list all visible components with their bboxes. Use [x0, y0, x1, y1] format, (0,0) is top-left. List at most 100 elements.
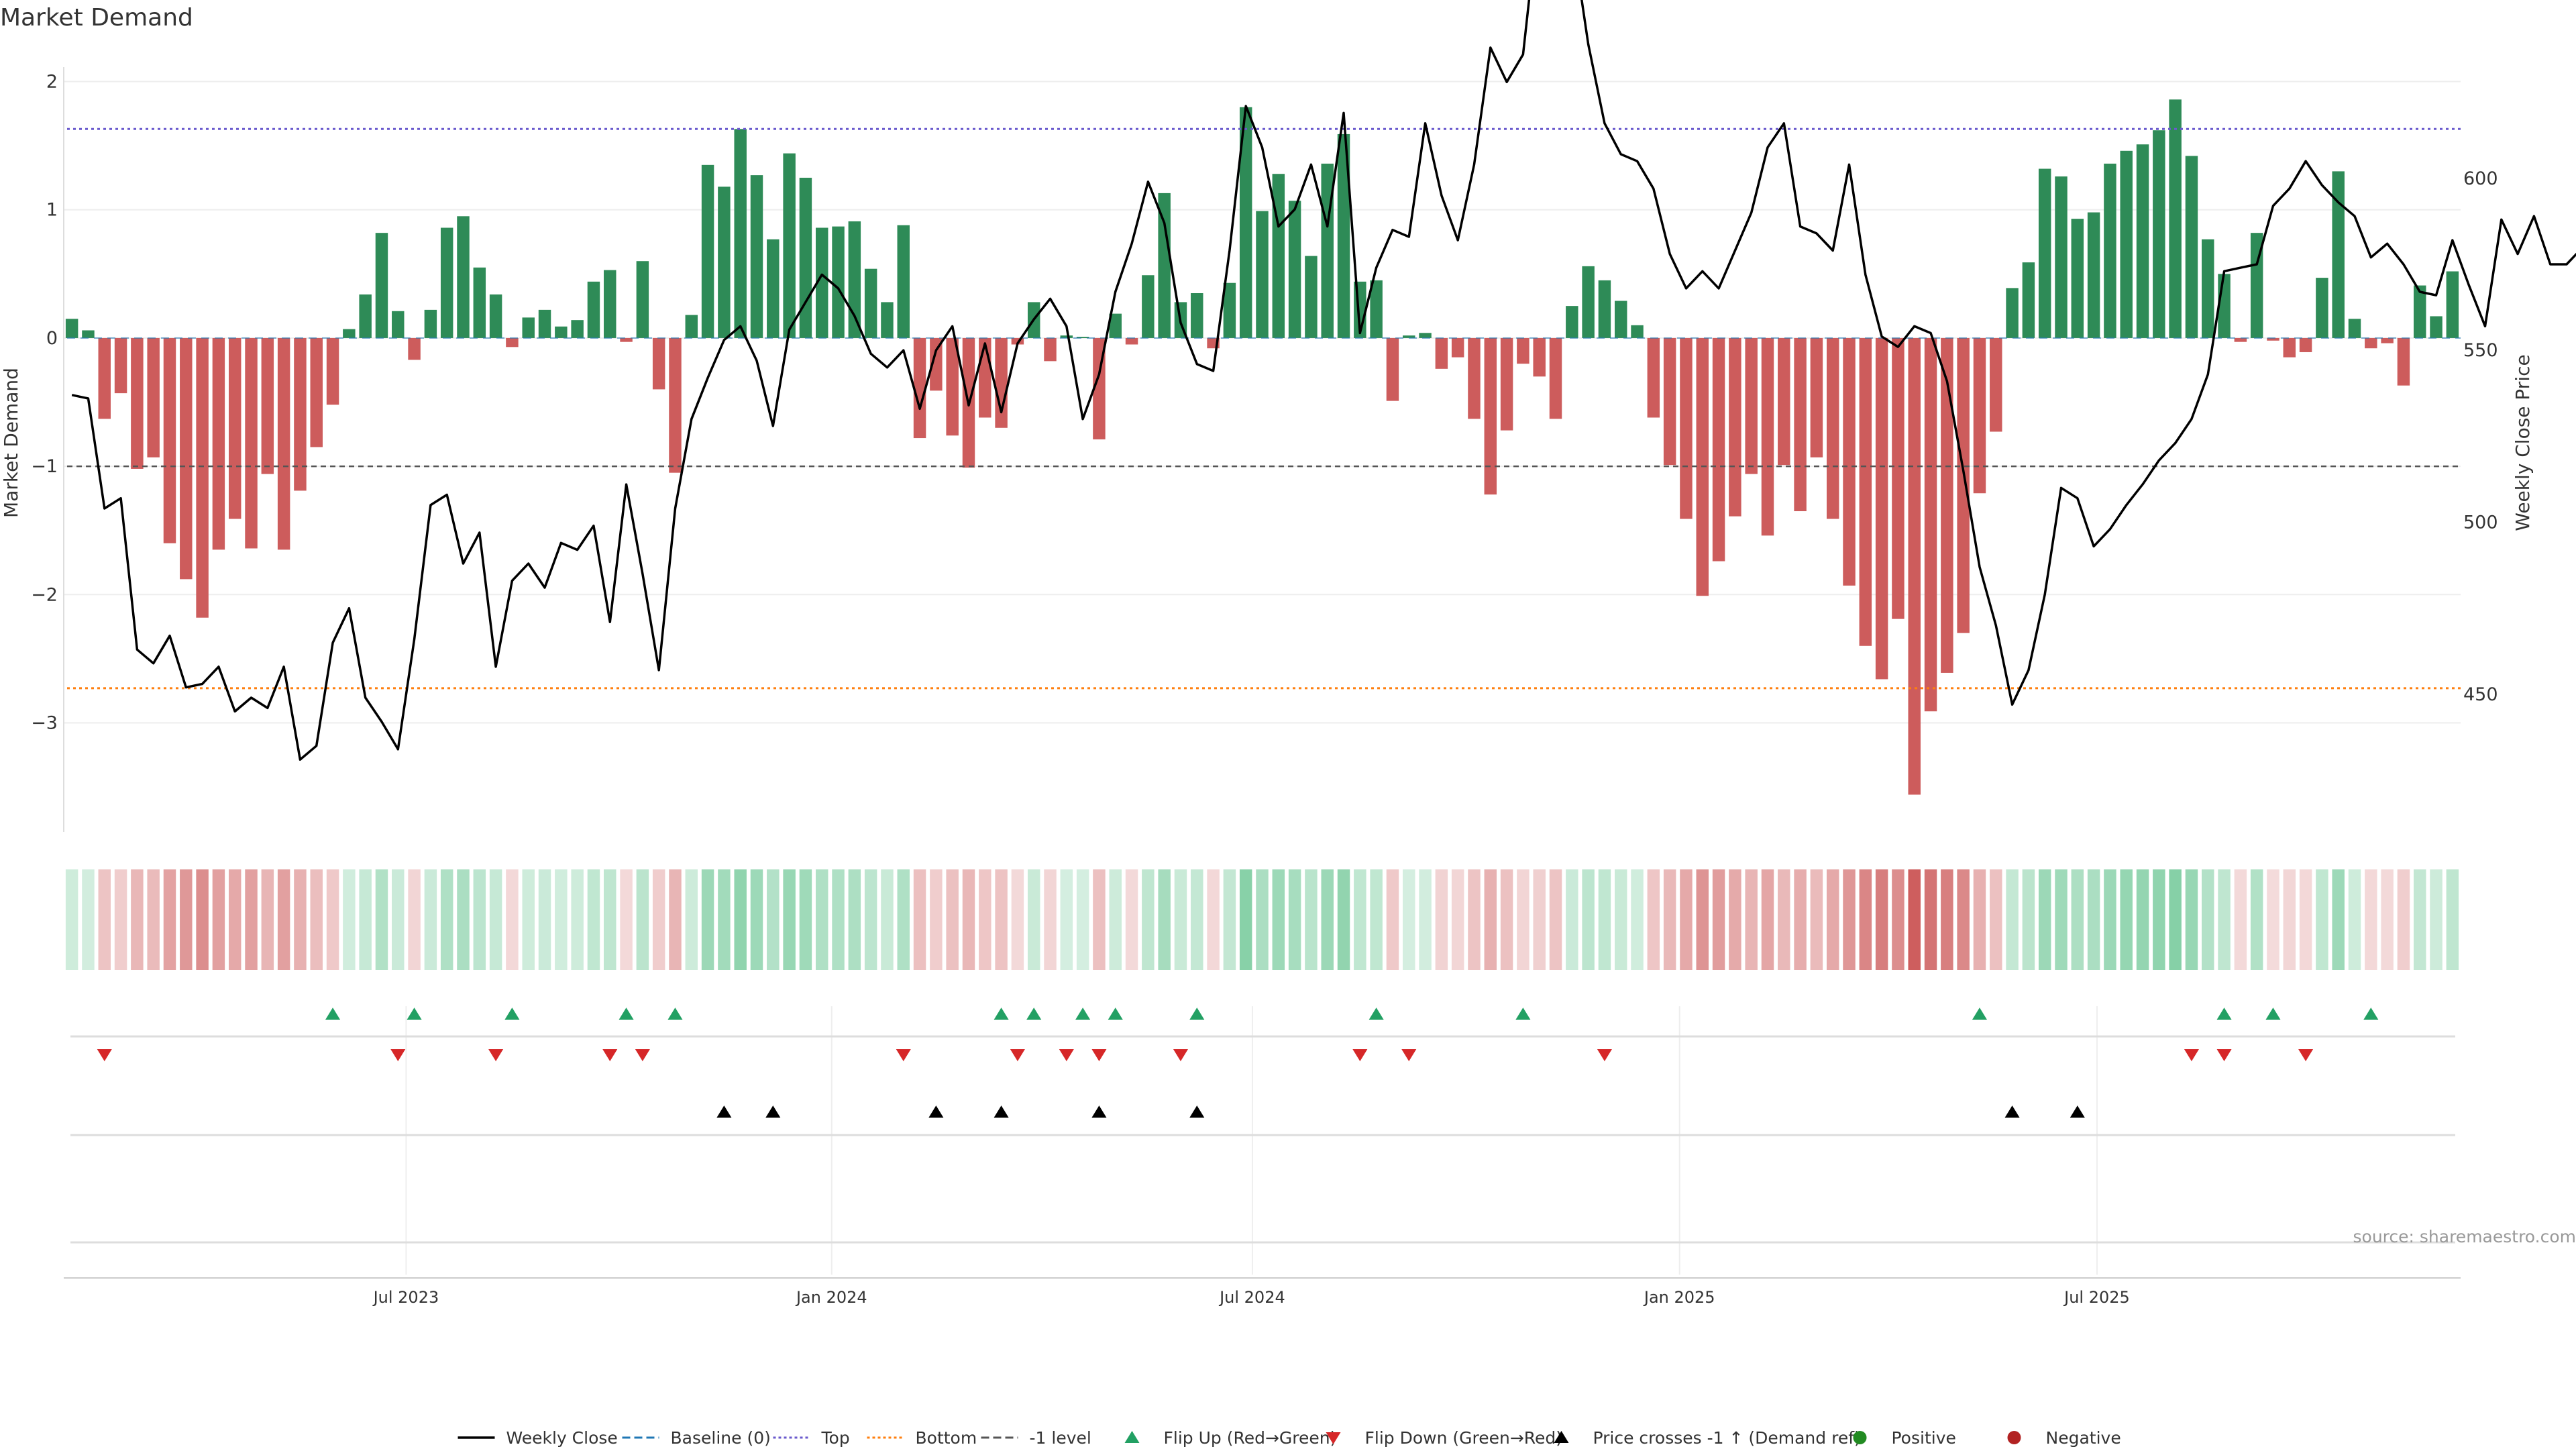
heat-cell — [538, 869, 551, 970]
heat-cell — [196, 869, 209, 970]
demand-bar — [1957, 337, 1970, 633]
demand-bar — [424, 309, 437, 338]
legend: Weekly Close Baseline (0) Top Bottom -1 leve… — [458, 1428, 2121, 1448]
flip-down-marker — [488, 1049, 504, 1061]
demand-bar — [1403, 335, 1415, 338]
heat-cell — [2104, 869, 2116, 970]
heat-cell — [685, 869, 698, 970]
heat-cell — [163, 869, 176, 970]
demand-bar — [864, 268, 877, 338]
heat-cell — [587, 869, 600, 970]
heat-cell — [1174, 869, 1187, 970]
heat-cell — [1125, 869, 1138, 970]
heat-cell — [1729, 869, 1741, 970]
demand-bar — [979, 337, 991, 418]
signal-markers — [97, 1008, 2379, 1118]
demand-bar — [1892, 337, 1904, 619]
price-cross-marker — [994, 1106, 1009, 1118]
demand-bar — [1729, 337, 1741, 517]
demand-bar — [2185, 156, 2198, 338]
demand-bar — [1451, 337, 1464, 358]
heat-cell — [1582, 869, 1595, 970]
demand-bar — [1370, 280, 1383, 338]
heat-cell — [1875, 869, 1888, 970]
legend-label: Top — [821, 1428, 850, 1448]
heat-cell — [1305, 869, 1318, 970]
reference-lines — [67, 127, 2461, 690]
legend-swatch — [1124, 1431, 1140, 1443]
heat-cell — [1859, 869, 1872, 970]
heat-cell — [131, 869, 144, 970]
demand-bar — [913, 337, 926, 439]
heat-cell — [913, 869, 926, 970]
demand-bar — [1419, 333, 1432, 338]
heat-cell — [1680, 869, 1693, 970]
demand-bar — [261, 337, 274, 474]
demand-bar — [82, 330, 95, 338]
demand-bar — [946, 337, 959, 436]
heat-cell — [2022, 869, 2035, 970]
heat-cell — [1288, 869, 1301, 970]
demand-bar — [2120, 150, 2133, 338]
heat-cell — [946, 869, 959, 970]
heat-cell — [2120, 869, 2133, 970]
heat-cell — [1223, 869, 1236, 970]
y-axis-left-label: Market Demand — [0, 368, 22, 518]
heat-cell — [1533, 869, 1546, 970]
heat-cell — [473, 869, 486, 970]
heat-cell — [1076, 869, 1089, 970]
heat-cell — [1109, 869, 1122, 970]
heat-cell — [864, 869, 877, 970]
demand-bar — [2104, 163, 2116, 338]
demand-bar — [587, 281, 600, 338]
demand-bar — [1745, 337, 1758, 474]
demand-bar — [2202, 239, 2214, 338]
legend-label: Flip Down (Green→Red) — [1365, 1428, 1563, 1448]
legend-label: Weekly Close — [506, 1428, 618, 1448]
y-tick-left: −2 — [31, 584, 58, 605]
heat-cell — [1239, 869, 1252, 970]
heat-cell — [2202, 869, 2214, 970]
demand-bar — [1826, 337, 1839, 519]
heat-cell — [604, 869, 616, 970]
demand-bar — [2316, 278, 2328, 338]
heat-cell — [2071, 869, 2084, 970]
x-tick-label: Jul 2023 — [372, 1288, 439, 1307]
flip-down-marker — [2298, 1049, 2314, 1061]
demand-bar — [2283, 337, 2296, 358]
heat-cell — [294, 869, 307, 970]
demand-bar — [2071, 219, 2084, 338]
source-note: source: sharemaestro.com — [2353, 1227, 2576, 1246]
heat-cell — [114, 869, 127, 970]
heat-cell — [1810, 869, 1823, 970]
weekly-close-line — [71, 0, 2576, 761]
legend-label: Negative — [2046, 1428, 2121, 1448]
y-tick-left: −3 — [31, 712, 58, 733]
demand-bar — [1924, 337, 1937, 712]
demand-bar — [245, 337, 258, 549]
demand-bar — [1566, 306, 1578, 338]
demand-bar — [1973, 337, 1986, 494]
legend-label: Price crosses -1 ↑ (Demand ref) — [1593, 1428, 1861, 1448]
demand-bar — [1125, 337, 1138, 345]
heat-cell — [489, 869, 502, 970]
heat-cell — [343, 869, 356, 970]
heat-cell — [930, 869, 943, 970]
demand-bar — [1908, 337, 1921, 795]
demand-bar — [2430, 316, 2443, 338]
demand-bar — [701, 164, 714, 338]
heat-cell — [375, 869, 388, 970]
x-tick-label: Jan 2025 — [1643, 1288, 1715, 1307]
y-tick-left: 1 — [46, 200, 58, 221]
demand-bar — [2397, 337, 2410, 386]
heat-cell — [701, 869, 714, 970]
heat-cell — [995, 869, 1008, 970]
demand-bar — [196, 337, 209, 618]
heat-cell — [261, 869, 274, 970]
demand-bar — [1191, 293, 1203, 338]
demand-bar — [1484, 337, 1497, 495]
demand-bar — [1761, 337, 1774, 536]
demand-bar — [65, 319, 78, 338]
heat-cell — [2430, 869, 2443, 970]
